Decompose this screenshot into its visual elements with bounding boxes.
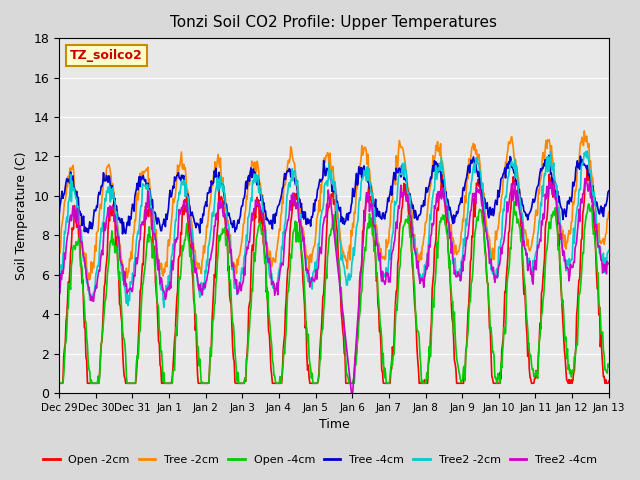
Tree -4cm xyxy=(207,178,215,184)
Line: Open -4cm: Open -4cm xyxy=(59,201,609,383)
Tree2 -2cm xyxy=(179,179,186,184)
X-axis label: Time: Time xyxy=(319,419,349,432)
Tree2 -4cm xyxy=(401,191,409,196)
Y-axis label: Soil Temperature (C): Soil Temperature (C) xyxy=(15,151,28,280)
Open -2cm xyxy=(178,231,186,237)
Tree -4cm xyxy=(179,172,186,178)
Tree2 -2cm xyxy=(122,292,129,298)
Text: TZ_soilco2: TZ_soilco2 xyxy=(70,49,143,62)
Title: Tonzi Soil CO2 Profile: Upper Temperatures: Tonzi Soil CO2 Profile: Upper Temperatur… xyxy=(170,15,497,30)
Open -4cm xyxy=(510,198,518,204)
Tree -2cm xyxy=(207,189,215,194)
Tree -2cm xyxy=(179,165,186,171)
Tree -2cm xyxy=(84,277,92,283)
Line: Tree -2cm: Tree -2cm xyxy=(59,131,609,280)
Open -4cm xyxy=(417,360,424,366)
Line: Tree -4cm: Tree -4cm xyxy=(59,155,609,234)
Tree2 -2cm xyxy=(584,148,591,154)
Tree -2cm xyxy=(123,265,131,271)
Tree2 -2cm xyxy=(160,304,168,310)
Tree -2cm xyxy=(65,180,73,186)
Tree2 -4cm xyxy=(348,394,356,400)
Line: Tree2 -4cm: Tree2 -4cm xyxy=(59,179,609,397)
Tree -2cm xyxy=(55,247,63,252)
Open -4cm xyxy=(55,380,63,386)
Tree2 -4cm xyxy=(207,257,214,263)
Tree -2cm xyxy=(605,209,612,215)
Legend: Open -2cm, Tree -2cm, Open -4cm, Tree -4cm, Tree2 -2cm, Tree2 -4cm: Open -2cm, Tree -2cm, Open -4cm, Tree -4… xyxy=(38,451,602,469)
Tree2 -2cm xyxy=(401,168,409,173)
Tree2 -2cm xyxy=(65,197,73,203)
Open -2cm xyxy=(55,380,63,386)
Tree -4cm xyxy=(545,152,553,158)
Open -4cm xyxy=(605,364,612,370)
Tree -4cm xyxy=(65,176,73,182)
Open -2cm xyxy=(207,348,214,354)
Tree -4cm xyxy=(418,203,426,208)
Tree -2cm xyxy=(418,257,426,263)
Tree -4cm xyxy=(123,225,131,231)
Tree2 -4cm xyxy=(122,283,129,289)
Tree2 -4cm xyxy=(581,176,589,181)
Open -2cm xyxy=(401,192,408,198)
Tree2 -2cm xyxy=(207,225,215,231)
Tree -4cm xyxy=(55,212,63,218)
Tree2 -4cm xyxy=(178,205,186,211)
Open -2cm xyxy=(605,378,612,384)
Tree -4cm xyxy=(119,231,127,237)
Tree -2cm xyxy=(401,162,409,168)
Tree2 -4cm xyxy=(605,261,612,266)
Open -2cm xyxy=(65,281,73,287)
Open -2cm xyxy=(584,163,591,169)
Tree2 -2cm xyxy=(605,248,612,253)
Open -4cm xyxy=(207,345,214,350)
Open -4cm xyxy=(65,280,73,286)
Open -4cm xyxy=(122,353,129,359)
Tree2 -2cm xyxy=(55,293,63,299)
Open -2cm xyxy=(122,380,129,386)
Tree -4cm xyxy=(605,188,612,194)
Line: Open -2cm: Open -2cm xyxy=(59,166,609,383)
Tree -2cm xyxy=(580,128,588,134)
Open -2cm xyxy=(417,380,424,385)
Open -4cm xyxy=(401,222,408,228)
Tree2 -4cm xyxy=(418,278,426,284)
Tree2 -4cm xyxy=(65,222,73,228)
Open -4cm xyxy=(178,260,186,265)
Tree2 -2cm xyxy=(418,277,426,283)
Line: Tree2 -2cm: Tree2 -2cm xyxy=(59,151,609,307)
Tree -4cm xyxy=(401,177,409,183)
Tree2 -4cm xyxy=(55,293,63,299)
